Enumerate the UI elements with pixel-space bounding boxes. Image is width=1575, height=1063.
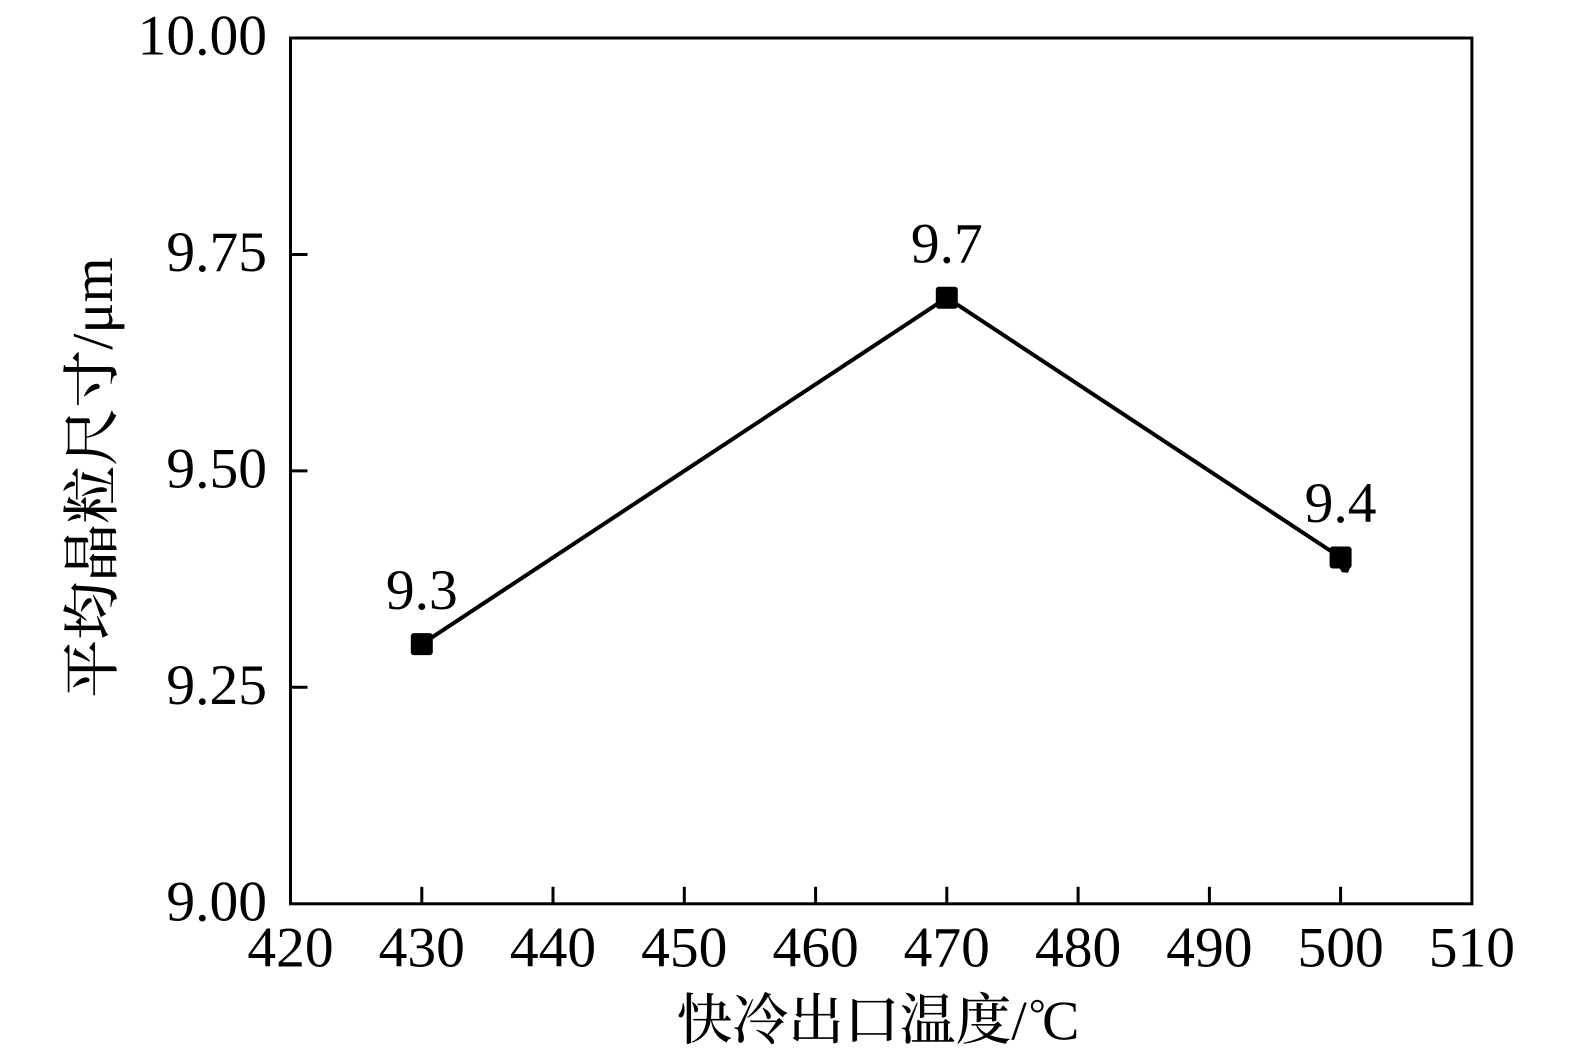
svg-text:430: 430 [379, 917, 465, 980]
svg-text:9.3: 9.3 [386, 559, 458, 622]
svg-text:9.00: 9.00 [166, 870, 267, 933]
svg-text:9.50: 9.50 [166, 438, 267, 501]
svg-text:480: 480 [1035, 917, 1121, 980]
svg-text:440: 440 [510, 917, 596, 980]
svg-text:420: 420 [247, 917, 333, 980]
svg-text:490: 490 [1166, 917, 1252, 980]
svg-text:9.75: 9.75 [166, 221, 267, 284]
svg-text:9.4: 9.4 [1305, 472, 1377, 535]
svg-text:450: 450 [641, 917, 727, 980]
svg-text:9.25: 9.25 [166, 654, 267, 717]
svg-text:500: 500 [1297, 917, 1383, 980]
svg-text:460: 460 [772, 917, 858, 980]
svg-text:470: 470 [904, 917, 990, 980]
svg-text:10.00: 10.00 [138, 5, 267, 68]
svg-text:510: 510 [1429, 917, 1515, 980]
svg-text:9.7: 9.7 [911, 212, 983, 275]
